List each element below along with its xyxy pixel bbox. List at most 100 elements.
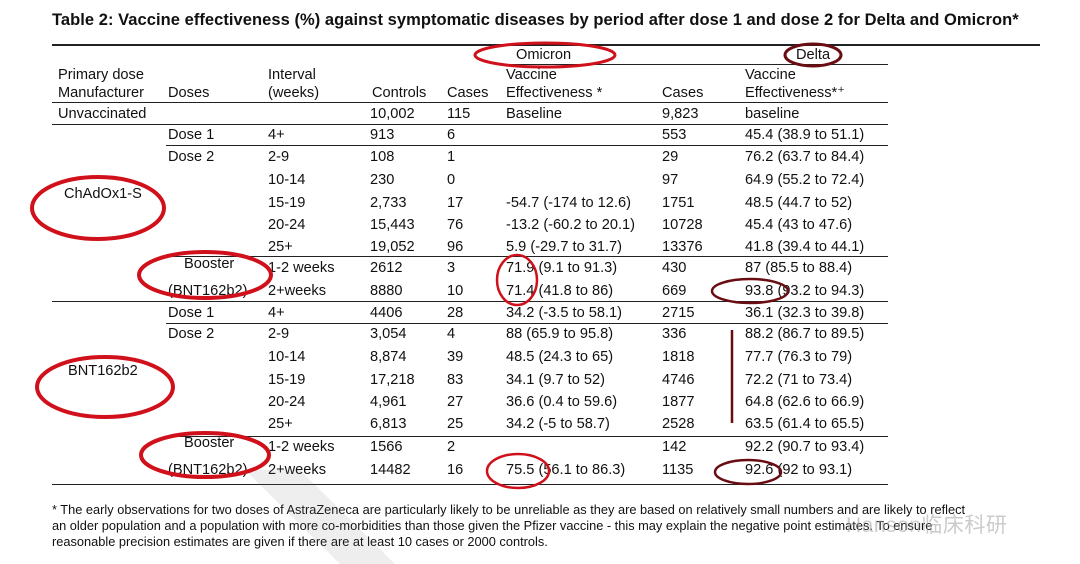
table-cell-controls: 4,961 bbox=[370, 394, 407, 410]
table-cell-interval: 2-9 bbox=[268, 326, 290, 342]
table-cell-omicron-cases: 2 bbox=[447, 439, 456, 455]
table-cell-delta-cases: 2528 bbox=[662, 416, 695, 432]
table-cell-doses: Booster bbox=[184, 256, 235, 272]
table-cell-omicron-cases: 4 bbox=[447, 326, 456, 342]
table-cell-delta-ve: 64.8 (62.6 to 66.9) bbox=[745, 394, 865, 410]
watermark-text: Hanson临床科研 bbox=[846, 514, 1008, 537]
column-header: Primary dose bbox=[58, 67, 144, 83]
table-cell-delta-cases: 97 bbox=[662, 172, 679, 188]
table-cell-interval: 10-14 bbox=[268, 172, 306, 188]
table-cell-omicron-ve: 34.2 (-3.5 to 58.1) bbox=[506, 305, 623, 321]
footnote-line: an older population and a population wit… bbox=[52, 518, 933, 533]
table-cell-interval: 1-2 weeks bbox=[268, 439, 335, 455]
table-cell-manufacturer: BNT162b2 bbox=[68, 363, 138, 379]
table-cell-delta-cases: 13376 bbox=[662, 239, 703, 255]
table-cell-delta-cases: 1751 bbox=[662, 195, 695, 211]
table-cell-interval: 4+ bbox=[268, 127, 285, 143]
table-cell-delta-cases: 1877 bbox=[662, 394, 695, 410]
column-header: Cases bbox=[447, 85, 489, 101]
table-rule bbox=[166, 323, 888, 324]
table-cell-interval: 2-9 bbox=[268, 149, 290, 165]
table-cell-controls: 6,813 bbox=[370, 416, 407, 432]
table-cell-delta-ve: 92.2 (90.7 to 93.4) bbox=[745, 439, 865, 455]
table-cell-omicron-ve: -54.7 (-174 to 12.6) bbox=[506, 195, 631, 211]
table-cell-omicron-ve: 36.6 (0.4 to 59.6) bbox=[506, 394, 618, 410]
table-cell-delta-cases: 29 bbox=[662, 149, 679, 165]
table-cell-omicron-ve: 34.1 (9.7 to 52) bbox=[506, 372, 605, 388]
table-rule bbox=[505, 64, 888, 65]
table-cell-interval: 25+ bbox=[268, 416, 293, 432]
table-cell-controls: 913 bbox=[370, 127, 395, 143]
table-cell-omicron-cases: 6 bbox=[447, 127, 456, 143]
table-cell-omicron-cases: 10 bbox=[447, 283, 464, 299]
column-header: Manufacturer bbox=[58, 85, 144, 101]
table-cell-omicron-cases: 96 bbox=[447, 239, 464, 255]
table-cell-delta-ve: baseline bbox=[745, 106, 800, 122]
table-cell-omicron-cases: 1 bbox=[447, 149, 456, 165]
table-cell-delta-ve: 72.2 (71 to 73.4) bbox=[745, 372, 853, 388]
table-cell-omicron-cases: 16 bbox=[447, 462, 464, 478]
table-cell-controls: 8,874 bbox=[370, 349, 407, 365]
table-cell-omicron-ve: 71.9 (9.1 to 91.3) bbox=[506, 260, 618, 276]
table-cell-interval: 20-24 bbox=[268, 217, 306, 233]
table-cell-delta-ve: 76.2 (63.7 to 84.4) bbox=[745, 149, 865, 165]
table-cell-manufacturer: Unvaccinated bbox=[58, 106, 147, 122]
table-cell-interval: 10-14 bbox=[268, 349, 306, 365]
table-cell-omicron-cases: 76 bbox=[447, 217, 464, 233]
column-header: (weeks) bbox=[268, 85, 320, 101]
omicron-group-header: Omicron bbox=[516, 47, 572, 63]
table-rule bbox=[52, 102, 888, 103]
table-cell-omicron-ve: 34.2 (-5 to 58.7) bbox=[506, 416, 610, 432]
table-cell-controls: 230 bbox=[370, 172, 395, 188]
table-cell-doses: Dose 2 bbox=[168, 149, 215, 165]
table-cell-delta-ve: 64.9 (55.2 to 72.4) bbox=[745, 172, 865, 188]
table-cell-controls: 19,052 bbox=[370, 239, 415, 255]
table-cell-delta-ve: 93.8 (93.2 to 94.3) bbox=[745, 283, 865, 299]
table-cell-omicron-ve: 48.5 (24.3 to 65) bbox=[506, 349, 614, 365]
table-cell-omicron-cases: 27 bbox=[447, 394, 464, 410]
footnote-line: reasonable precision estimates are given… bbox=[52, 534, 548, 549]
column-header: Effectiveness * bbox=[506, 85, 603, 101]
column-header: Vaccine bbox=[506, 67, 557, 83]
table-cell-interval: 1-2 weeks bbox=[268, 260, 335, 276]
column-header: Effectiveness*⁺ bbox=[745, 85, 845, 101]
table-cell-omicron-ve: -13.2 (-60.2 to 20.1) bbox=[506, 217, 635, 233]
table-cell-controls: 108 bbox=[370, 149, 395, 165]
table-cell-delta-ve: 36.1 (32.3 to 39.8) bbox=[745, 305, 865, 321]
table-cell-controls: 2,733 bbox=[370, 195, 407, 211]
column-header: Cases bbox=[662, 85, 704, 101]
table-cell-omicron-ve: 71.4 (41.8 to 86) bbox=[506, 283, 614, 299]
table-cell-delta-ve: 88.2 (86.7 to 89.5) bbox=[745, 326, 865, 342]
table-cell-omicron-cases: 3 bbox=[447, 260, 456, 276]
table-cell-interval: 15-19 bbox=[268, 195, 306, 211]
table-cell-delta-ve: 45.4 (43 to 47.6) bbox=[745, 217, 853, 233]
table-cell-omicron-cases: 28 bbox=[447, 305, 464, 321]
table-cell-delta-cases: 1818 bbox=[662, 349, 695, 365]
table-cell-controls: 8880 bbox=[370, 283, 403, 299]
table-cell-controls: 15,443 bbox=[370, 217, 415, 233]
table-rule bbox=[166, 145, 888, 146]
table-cell-omicron-cases: 115 bbox=[447, 106, 471, 122]
table-rule bbox=[166, 436, 888, 437]
table-cell-omicron-ve: Baseline bbox=[506, 106, 562, 122]
table-cell-delta-ve: 77.7 (76.3 to 79) bbox=[745, 349, 853, 365]
table-cell-doses: (BNT162b2) bbox=[168, 462, 248, 478]
table-title: Table 2: Vaccine effectiveness (%) again… bbox=[52, 11, 1019, 29]
table-cell-delta-ve: 48.5 (44.7 to 52) bbox=[745, 195, 853, 211]
table-rule bbox=[52, 484, 888, 485]
table-cell-delta-ve: 87 (85.5 to 88.4) bbox=[745, 260, 853, 276]
footnote-line: * The early observations for two doses o… bbox=[52, 502, 966, 517]
table-cell-controls: 10,002 bbox=[370, 106, 415, 122]
table-cell-controls: 3,054 bbox=[370, 326, 407, 342]
column-header: Vaccine bbox=[745, 67, 796, 83]
table-cell-omicron-ve: 88 (65.9 to 95.8) bbox=[506, 326, 614, 342]
table-cell-manufacturer: ChAdOx1-S bbox=[64, 186, 142, 202]
delta-group-header: Delta bbox=[796, 47, 831, 63]
table-cell-delta-ve: 45.4 (38.9 to 51.1) bbox=[745, 127, 865, 143]
table-cell-delta-ve: 63.5 (61.4 to 65.5) bbox=[745, 416, 865, 432]
table-cell-delta-cases: 10728 bbox=[662, 217, 703, 233]
table-cell-controls: 2612 bbox=[370, 260, 403, 276]
table-cell-omicron-cases: 25 bbox=[447, 416, 464, 432]
table-cell-delta-cases: 1135 bbox=[662, 462, 694, 478]
table-cell-delta-cases: 553 bbox=[662, 127, 687, 143]
